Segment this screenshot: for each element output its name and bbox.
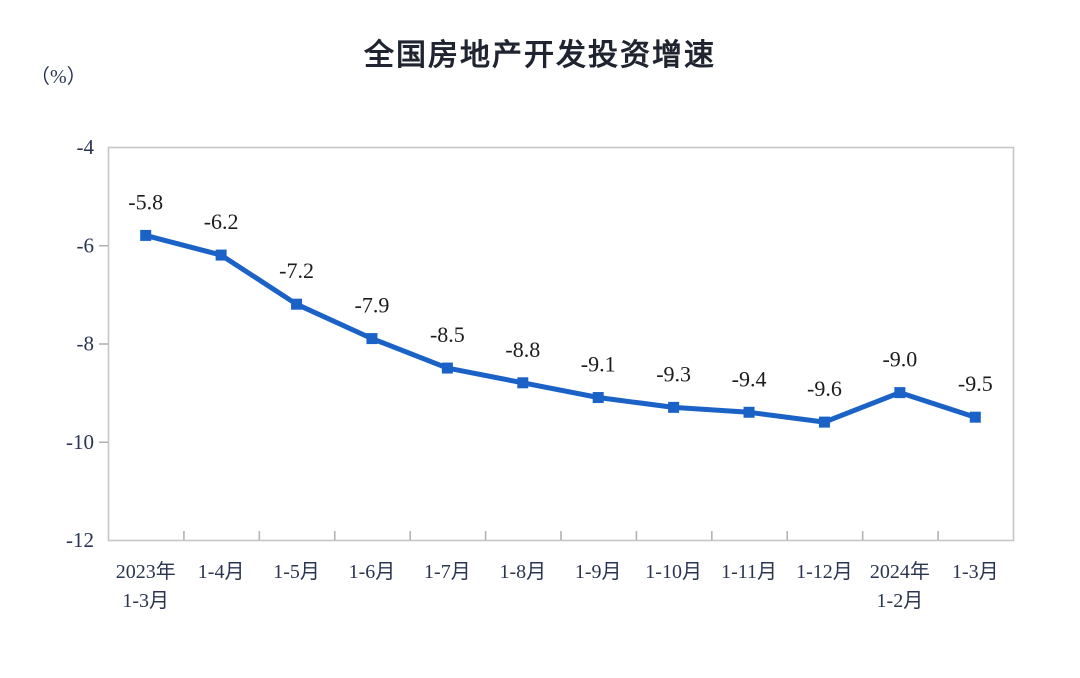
y-tick-label: -4 [77,135,95,159]
x-category-label: 1-12月 [796,561,853,583]
x-category-label: 2024年 [870,560,930,583]
x-category-label: 1-3月 [122,590,169,612]
data-point-marker [743,406,755,418]
data-label: -6.2 [204,209,239,234]
y-axis-unit-label: （%） [30,66,87,88]
y-tick-label: -12 [66,528,94,552]
x-category-label: 1-8月 [499,561,546,583]
data-point-marker [517,377,529,389]
data-point-marker [592,392,604,404]
data-point-marker [969,411,981,423]
data-label: -7.9 [355,293,390,318]
data-label: -9.5 [958,371,993,396]
data-label: -5.8 [128,189,163,214]
x-category-label: 1-9月 [575,561,622,583]
data-point-marker [366,333,378,345]
data-label: -7.2 [279,258,314,283]
data-label: -8.8 [505,337,540,362]
data-point-marker [140,229,152,241]
plot-border [107,146,1015,542]
data-label: -8.5 [430,322,465,347]
y-tick-label: -6 [77,233,95,257]
data-label: -9.1 [581,352,616,377]
x-category-label: 1-6月 [349,561,396,583]
x-category-label: 1-3月 [952,561,999,583]
data-label: -9.0 [882,347,917,372]
series-line [143,232,978,425]
data-point-marker [668,401,680,413]
x-category-label: 1-2月 [877,590,924,612]
y-tick-label: -8 [77,332,95,356]
x-category-label: 1-4月 [198,561,245,583]
x-category-label: 1-5月 [273,561,320,583]
x-category-label: 1-7月 [424,561,471,583]
x-category-label: 1-10月 [645,561,702,583]
data-point-marker [291,298,303,310]
y-tick-label: -10 [66,430,94,454]
data-point-marker [215,249,227,261]
data-label: -9.3 [656,361,691,386]
x-category-label: 2023年 [116,560,176,583]
data-point-marker [894,387,906,399]
data-point-marker [818,416,830,428]
data-point-marker [441,362,453,374]
x-category-label: 1-11月 [721,561,777,583]
data-label: -9.6 [807,376,842,401]
chart-title: 全国房地产开发投资增速 [364,39,716,72]
data-label: -9.4 [732,366,767,391]
